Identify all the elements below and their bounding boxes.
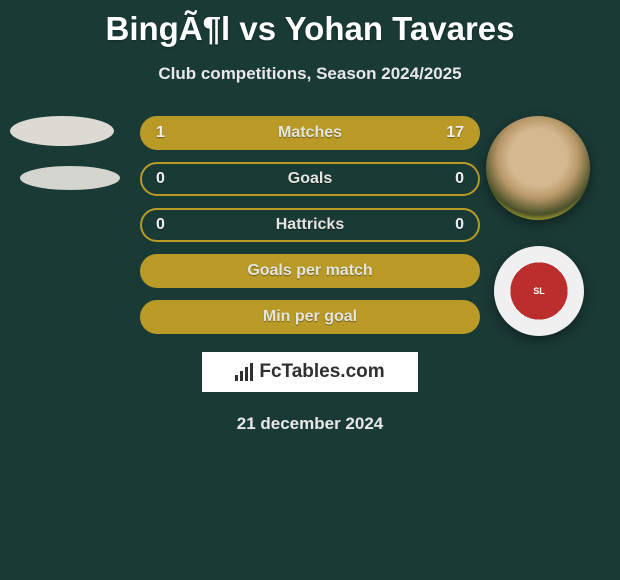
- stat-row: 0Hattricks0: [140, 208, 480, 242]
- brand-label: FcTables.com: [259, 361, 384, 383]
- stat-left-value: 0: [156, 216, 186, 234]
- player-left-avatar: [10, 116, 114, 146]
- brand-box[interactable]: FcTables.com: [202, 352, 418, 392]
- date-label: 21 december 2024: [0, 414, 620, 434]
- stat-label: Goals per match: [186, 262, 434, 280]
- stat-right-value: 17: [434, 124, 464, 142]
- stats-area: SL 1Matches170Goals00Hattricks0Goals per…: [0, 116, 620, 434]
- stat-row: Goals per match: [140, 254, 480, 288]
- stat-row: 1Matches17: [140, 116, 480, 150]
- page-title: BingÃ¶l vs Yohan Tavares: [0, 0, 620, 48]
- stat-right-value: 0: [434, 170, 464, 188]
- stat-left-value: 1: [156, 124, 186, 142]
- stat-label: Hattricks: [186, 216, 434, 234]
- stat-label: Min per goal: [186, 308, 434, 326]
- player-right-avatar: [486, 116, 590, 220]
- bar-chart-icon: [235, 363, 253, 381]
- stat-label: Matches: [186, 124, 434, 142]
- stat-row: 0Goals0: [140, 162, 480, 196]
- club-right-badge: SL: [494, 246, 584, 336]
- stat-right-value: 0: [434, 216, 464, 234]
- player-left-avatar-shadow: [20, 166, 120, 190]
- stat-left-value: 0: [156, 170, 186, 188]
- stat-label: Goals: [186, 170, 434, 188]
- stat-row: Min per goal: [140, 300, 480, 334]
- subtitle: Club competitions, Season 2024/2025: [0, 64, 620, 84]
